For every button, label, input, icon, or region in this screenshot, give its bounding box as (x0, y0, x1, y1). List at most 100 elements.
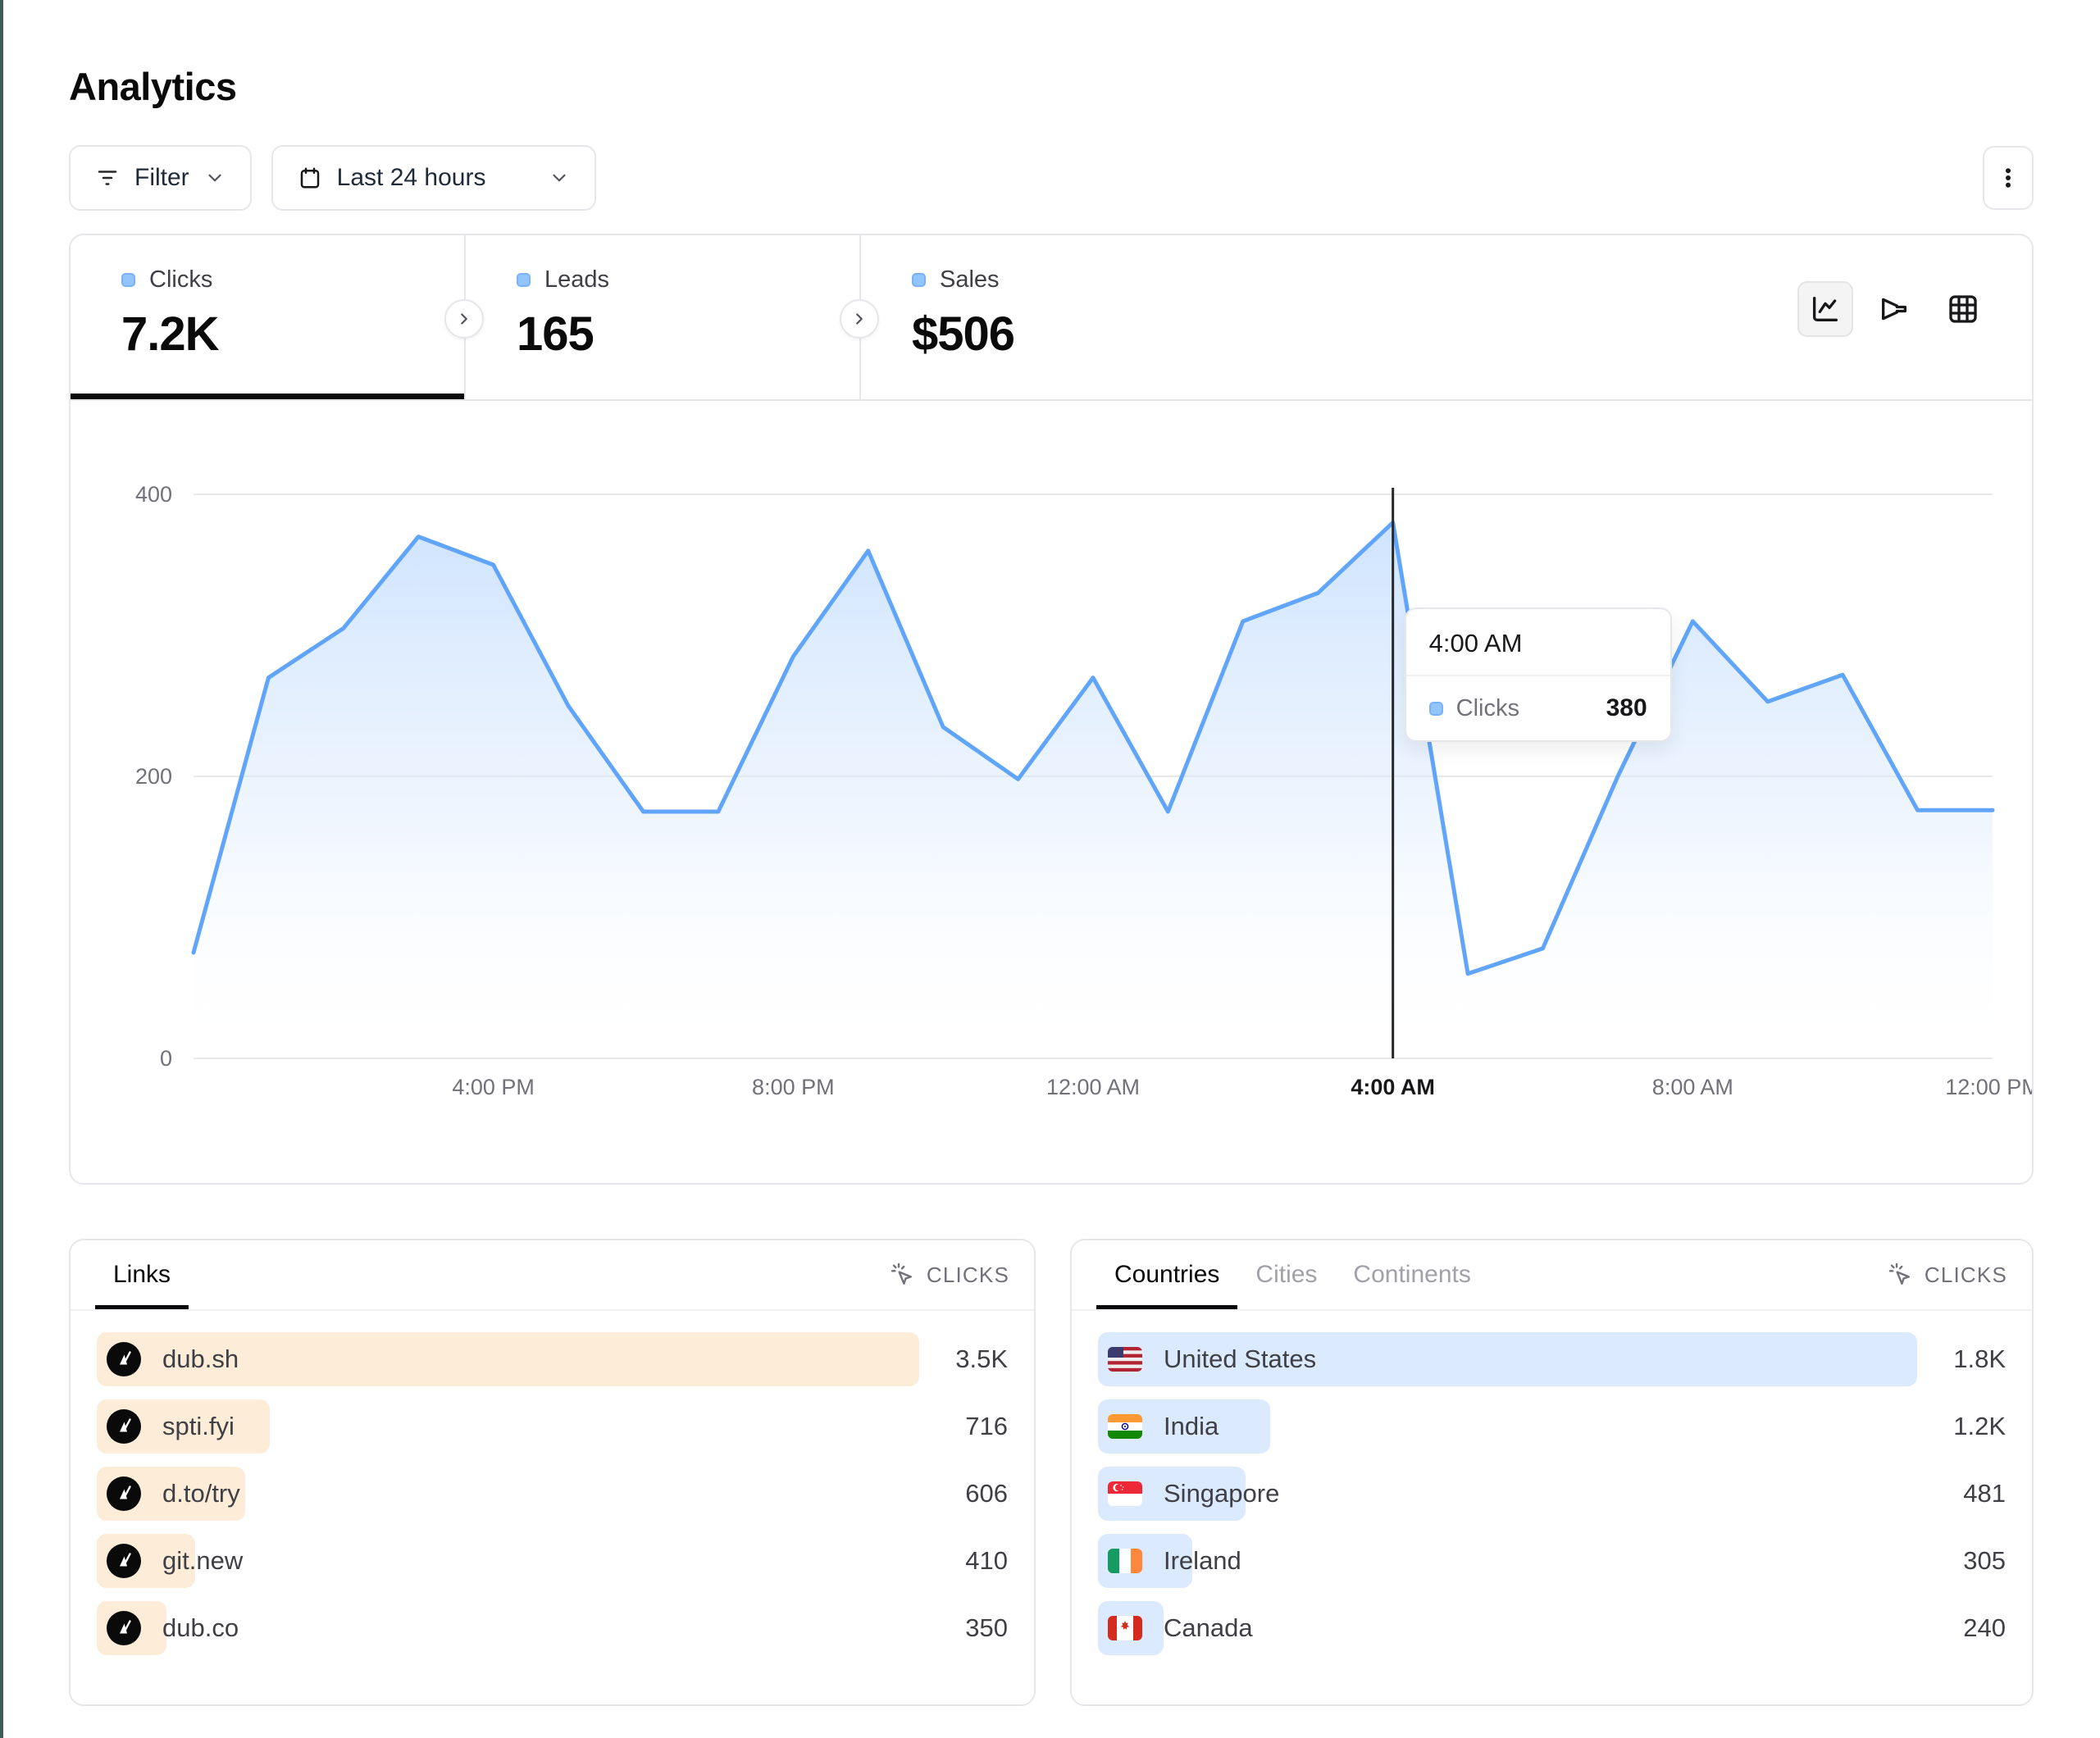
chart-tooltip: 4:00 AM Clicks 380 (1404, 607, 1672, 742)
tab-links[interactable]: Links (95, 1240, 189, 1309)
chevron-down-icon (204, 167, 225, 189)
tooltip-value: 380 (1606, 694, 1647, 721)
link-name: dub.sh (162, 1344, 239, 1373)
left-edge-strip (0, 0, 3, 1738)
expand-leads-button[interactable] (840, 299, 879, 339)
country-row[interactable]: Canada 240 (1098, 1601, 2006, 1655)
clicks-legend-square (121, 273, 135, 287)
country-clicks: 240 (1963, 1613, 2006, 1642)
country-row[interactable]: India 1.2K (1098, 1399, 2006, 1454)
links-panel: Links CLICKS dub.sh 3.5K (69, 1239, 1036, 1706)
links-panel-header: Links CLICKS (71, 1240, 1034, 1311)
chevron-right-icon (856, 313, 863, 325)
tab-leads[interactable]: Leads 165 (466, 235, 859, 399)
svg-text:8:00 AM: 8:00 AM (1652, 1075, 1733, 1099)
link-clicks: 350 (965, 1613, 1008, 1642)
breakdown-panels: Links CLICKS dub.sh 3.5K (69, 1239, 2034, 1706)
links-metric-indicator[interactable]: CLICKS (889, 1240, 1009, 1309)
svg-text:12:00 PM: 12:00 PM (1945, 1075, 2032, 1099)
tab-countries[interactable]: Countries (1096, 1240, 1237, 1309)
tab-continents[interactable]: Continents (1335, 1240, 1488, 1309)
countries-metric-indicator[interactable]: CLICKS (1887, 1240, 2007, 1309)
kebab-menu-icon (1996, 166, 2020, 190)
dub-logo-icon (107, 1342, 141, 1376)
links-list: dub.sh 3.5K spti.fyi 716 d (71, 1311, 1034, 1655)
countries-panel-header: Countries Cities Continents CLICKS (1072, 1240, 2032, 1311)
link-name: d.to/try (162, 1479, 240, 1508)
dub-logo-icon (107, 1409, 141, 1444)
link-row[interactable]: git.new 410 (97, 1534, 1008, 1588)
country-clicks: 1.8K (1953, 1344, 2006, 1373)
flag-ireland-icon (1108, 1549, 1142, 1573)
table-view-button[interactable] (1935, 281, 1991, 337)
country-name: India (1164, 1412, 1219, 1440)
tooltip-series-label: Clicks (1455, 694, 1519, 721)
dub-logo-icon (107, 1544, 141, 1578)
sales-value: $506 (912, 307, 1015, 361)
analytics-page: Analytics Filter Last 24 hours (69, 0, 2034, 1706)
flag-us-icon (1108, 1347, 1142, 1372)
tooltip-divider (1405, 675, 1670, 676)
filter-button[interactable]: Filter (69, 145, 252, 211)
link-row[interactable]: dub.sh 3.5K (97, 1332, 1008, 1386)
leads-legend-square (517, 273, 531, 287)
link-row[interactable]: spti.fyi 716 (97, 1399, 1008, 1454)
link-name: spti.fyi (162, 1412, 235, 1440)
link-bar (97, 1332, 919, 1386)
pointer-click-icon (891, 1263, 912, 1285)
chart-canvas: 0 200 400 4:00 PM 8:00 PM 12:00 AM 4:00 AM 8:00… (135, 482, 2032, 1099)
funnel-view-button[interactable] (1866, 281, 1922, 337)
country-name: Singapore (1164, 1479, 1280, 1508)
date-range-button[interactable]: Last 24 hours (271, 145, 596, 211)
links-metric-label: CLICKS (926, 1262, 1009, 1287)
clicks-area-chart[interactable]: 0 200 400 4:00 PM 8:00 PM 12:00 AM 4:00 AM 8:00… (71, 401, 2032, 1183)
tooltip-time: 4:00 AM (1428, 629, 1523, 657)
link-row[interactable]: d.to/try 606 (97, 1467, 1008, 1521)
line-chart-view-button[interactable] (1797, 281, 1853, 337)
filter-label: Filter (134, 164, 189, 191)
countries-metric-label: CLICKS (1924, 1262, 2007, 1287)
country-name: Canada (1164, 1613, 1253, 1642)
country-row[interactable]: Singapore 481 (1098, 1467, 2006, 1521)
expand-clicks-button[interactable] (444, 299, 484, 339)
svg-text:200: 200 (135, 764, 172, 789)
tab-cities[interactable]: Cities (1237, 1240, 1335, 1309)
link-clicks: 606 (965, 1479, 1008, 1508)
clicks-value: 7.2K (121, 307, 220, 361)
tab-clicks[interactable]: Clicks 7.2K (71, 235, 464, 399)
link-name: dub.co (162, 1613, 239, 1642)
country-row[interactable]: Ireland 305 (1098, 1534, 2006, 1588)
dub-logo-icon (107, 1611, 141, 1645)
toolbar: Filter Last 24 hours (69, 145, 2034, 211)
country-name: United States (1164, 1344, 1317, 1373)
svg-text:4:00 PM: 4:00 PM (452, 1075, 535, 1099)
country-row[interactable]: United States 1.8K (1098, 1332, 2006, 1386)
tab-sales[interactable]: Sales $506 (861, 235, 2032, 399)
continents-tab-label: Continents (1353, 1261, 1471, 1288)
dub-logo-icon (107, 1476, 141, 1511)
filter-icon (95, 166, 120, 190)
country-clicks: 481 (1963, 1479, 2006, 1508)
calendar-icon (298, 166, 322, 190)
link-row[interactable]: dub.co 350 (97, 1601, 1008, 1655)
sales-label: Sales (940, 266, 1000, 293)
pointer-click-icon (1888, 1263, 1910, 1285)
flag-canada-icon (1108, 1616, 1142, 1640)
link-clicks: 410 (965, 1546, 1008, 1575)
leads-value: 165 (517, 307, 594, 361)
countries-list: United States 1.8K India 1.2K (1072, 1311, 2032, 1655)
flag-india-icon (1108, 1414, 1142, 1439)
chart-view-switcher (1797, 281, 1991, 337)
svg-text:4:00 AM: 4:00 AM (1351, 1075, 1435, 1099)
country-clicks: 305 (1963, 1546, 2006, 1575)
cities-tab-label: Cities (1255, 1261, 1318, 1288)
link-clicks: 716 (965, 1412, 1008, 1440)
chevron-down-icon (549, 167, 570, 189)
funnel-icon (1882, 298, 1906, 321)
countries-tab-label: Countries (1114, 1261, 1220, 1288)
more-options-button[interactable] (1983, 146, 2034, 210)
country-clicks: 1.2K (1953, 1412, 2006, 1440)
leads-label: Leads (544, 266, 610, 293)
svg-text:8:00 PM: 8:00 PM (752, 1075, 835, 1099)
country-bar (1098, 1332, 1917, 1386)
